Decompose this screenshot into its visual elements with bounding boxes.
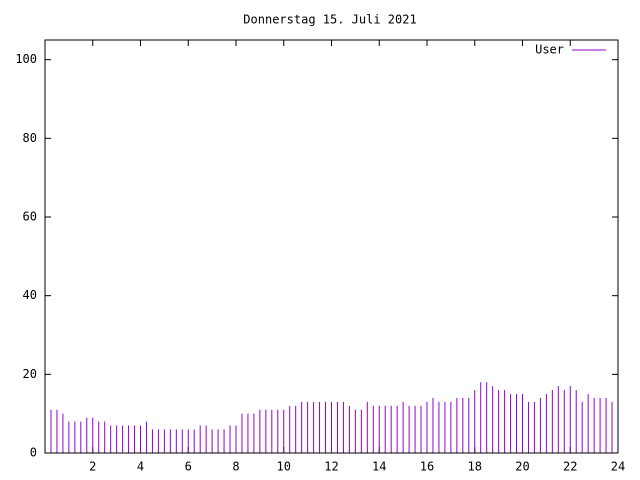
- y-tick-label: 20: [23, 367, 37, 381]
- y-tick-label: 60: [23, 210, 37, 224]
- y-tick-label: 100: [15, 52, 37, 66]
- plot-frame: [44, 39, 619, 454]
- x-tick-label: 18: [468, 460, 482, 474]
- y-tick-label: 40: [23, 288, 37, 302]
- x-tick-label: 2: [89, 460, 96, 474]
- chart-title: Donnerstag 15. Juli 2021: [243, 13, 416, 27]
- legend-label: User: [535, 43, 564, 57]
- x-tick-label: 4: [137, 460, 144, 474]
- x-tick-label: 10: [277, 460, 291, 474]
- x-tick-label: 12: [324, 460, 338, 474]
- x-tick-label: 24: [611, 460, 625, 474]
- y-tick-label: 0: [30, 446, 37, 460]
- x-tick-label: 22: [563, 460, 577, 474]
- y-tick-label: 80: [23, 131, 37, 145]
- x-tick-label: 16: [420, 460, 434, 474]
- x-tick-label: 20: [515, 460, 529, 474]
- x-tick-label: 8: [232, 460, 239, 474]
- x-tick-label: 6: [185, 460, 192, 474]
- x-tick-label: 14: [372, 460, 386, 474]
